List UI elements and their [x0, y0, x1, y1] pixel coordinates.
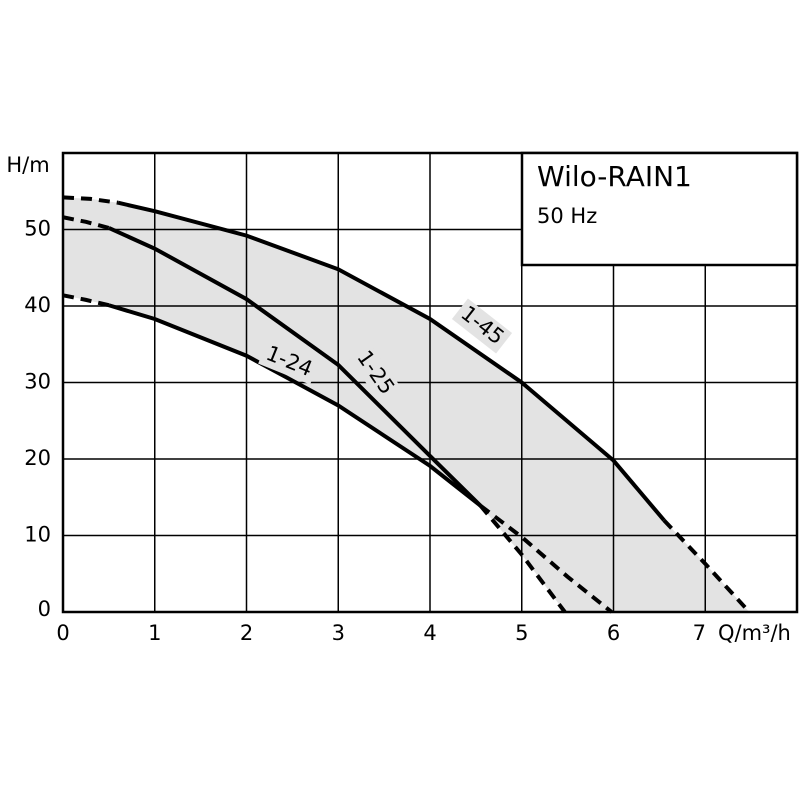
y-axis-label: H/m — [6, 153, 49, 177]
label-background — [258, 339, 320, 385]
chart-subtitle: 50 Hz — [537, 204, 597, 228]
title-box — [520, 151, 799, 267]
x-tick-label: 5 — [515, 621, 528, 645]
x-tick-label: 3 — [332, 621, 345, 645]
x-tick-label: 2 — [240, 621, 253, 645]
curve — [662, 518, 751, 614]
curve — [478, 504, 567, 614]
y-tick-label: 40 — [24, 293, 51, 317]
label-background — [451, 298, 513, 354]
plot-frame — [61, 151, 799, 614]
curve — [479, 504, 613, 614]
x-tick-label: 6 — [607, 621, 620, 645]
curve — [108, 303, 482, 508]
y-tick-label: 0 — [38, 597, 51, 621]
y-tick-label: 50 — [24, 217, 51, 241]
x-tick-label: 0 — [56, 621, 69, 645]
shaded-area — [63, 197, 750, 612]
x-tick-label: 1 — [148, 621, 161, 645]
curve — [62, 195, 119, 205]
curve — [62, 293, 110, 308]
curve — [117, 200, 666, 522]
curve — [108, 226, 482, 508]
x-tick-label: 7 — [693, 621, 706, 645]
y-tick-label: 10 — [24, 523, 51, 547]
x-axis-label: Q/m³/h — [718, 621, 791, 645]
y-tick-label: 20 — [24, 446, 51, 470]
y-tick-label: 30 — [24, 370, 51, 394]
x-tick-label: 4 — [423, 621, 436, 645]
label-background — [348, 342, 402, 404]
curve — [62, 215, 110, 230]
chart-title: Wilo-RAIN1 — [537, 160, 692, 193]
